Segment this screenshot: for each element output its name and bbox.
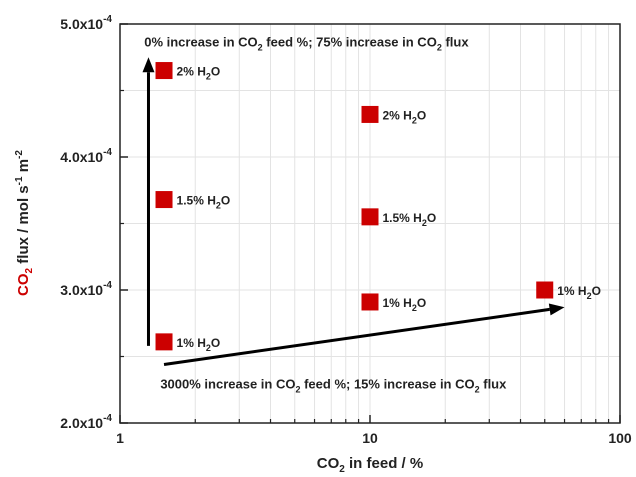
annotations: 0% increase in CO2 feed %; 75% increase … (144, 35, 507, 395)
label-subscript: 2 (206, 72, 211, 82)
y-axis-label-sup2: -2 (14, 150, 25, 159)
annotation-text: feed %; 15% increase in CO (300, 376, 474, 391)
data-point-label: 1% H2O (383, 296, 427, 313)
data-point-label: 2% H2O (177, 65, 221, 82)
y-axis-label-pre: CO (15, 273, 32, 296)
data-point (155, 191, 173, 209)
label-subscript: 2 (216, 201, 221, 211)
annotation-text: flux (480, 376, 507, 391)
data-point-label: 1.5% H2O (177, 194, 231, 211)
y-tick-mantissa: 5.0x10 (60, 16, 103, 32)
label-subscript: 2 (587, 291, 592, 301)
label-text: 1% H (383, 296, 412, 310)
label-text: 1% H (177, 336, 206, 350)
x-axis-label: CO2 in feed / % (317, 455, 423, 475)
label-subscript: 2 (412, 303, 417, 313)
label-text: O (211, 65, 220, 79)
annotation-subscript: 2 (475, 384, 480, 394)
y-tick-exponent: -4 (103, 14, 112, 25)
data-point (155, 62, 173, 80)
x-tick-label: 100 (608, 430, 632, 446)
annotation-subscript: 2 (295, 384, 300, 394)
y-axis-label: CO2 flux / mol s-1 m-2 (14, 150, 35, 296)
y-tick-mantissa: 2.0x10 (60, 415, 103, 431)
arrow-shaft (163, 307, 550, 366)
y-tick-label: 4.0x10-4 (60, 147, 112, 165)
data-point-label: 2% H2O (383, 108, 427, 125)
data-point (361, 105, 379, 123)
label-subscript: 2 (422, 218, 427, 228)
grid (120, 24, 620, 423)
annotation-text: 0% increase in CO (144, 35, 257, 50)
annotation-subscript: 2 (258, 43, 263, 53)
y-tick-label: 3.0x10-4 (60, 280, 112, 298)
y-tick-exponent: -4 (103, 413, 112, 424)
data-point (361, 293, 379, 311)
y-tick-exponent: -4 (103, 147, 112, 158)
y-axis-label-mid: m (15, 159, 32, 177)
data-point (361, 208, 379, 226)
y-axis-label-rest: flux / mol s (15, 185, 32, 268)
y-tick-mantissa: 3.0x10 (60, 282, 103, 298)
y-tick-mantissa: 4.0x10 (60, 149, 103, 165)
annotation-text: flux (442, 35, 469, 50)
y-axis-label-sub: 2 (24, 267, 35, 273)
x-tick-label: 1 (116, 430, 124, 446)
x-axis-label-main: CO (317, 455, 340, 472)
annotation: 0% increase in CO2 feed %; 75% increase … (144, 35, 469, 53)
label-text: O (221, 194, 230, 208)
label-text: 2% H (383, 108, 412, 122)
label-text: O (211, 336, 220, 350)
data-point-label: 1% H2O (557, 284, 601, 301)
label-text: O (417, 296, 426, 310)
label-text: 1.5% H (177, 194, 216, 208)
annotation-subscript: 2 (437, 43, 442, 53)
arrow-head (142, 57, 155, 73)
annotation-text: feed %; 75% increase in CO (263, 35, 437, 50)
x-axis-label-sub: 2 (339, 464, 345, 475)
data-point (155, 333, 173, 351)
data-point-label: 1.5% H2O (383, 211, 437, 228)
y-tick-label: 5.0x10-4 (60, 14, 112, 32)
arrow-head (548, 303, 565, 316)
label-subscript: 2 (206, 343, 211, 353)
annotation: 3000% increase in CO2 feed %; 15% increa… (160, 376, 507, 394)
x-axis-label-rest: in feed / % (345, 455, 423, 472)
y-tick-label: 2.0x10-4 (60, 413, 112, 431)
label-text: 1.5% H (383, 211, 422, 225)
label-text: 2% H (177, 65, 206, 79)
data-point-label: 1% H2O (177, 336, 221, 353)
arrows (142, 57, 565, 366)
data-point (536, 281, 554, 299)
y-tick-exponent: -4 (103, 280, 112, 291)
label-text: O (427, 211, 436, 225)
x-tick-label: 10 (362, 430, 378, 446)
label-subscript: 2 (412, 115, 417, 125)
y-axis-label-sup1: -1 (14, 176, 25, 185)
label-text: 1% H (557, 284, 586, 298)
annotation-text: 3000% increase in CO (160, 376, 295, 391)
label-text: O (592, 284, 601, 298)
label-text: O (417, 108, 426, 122)
